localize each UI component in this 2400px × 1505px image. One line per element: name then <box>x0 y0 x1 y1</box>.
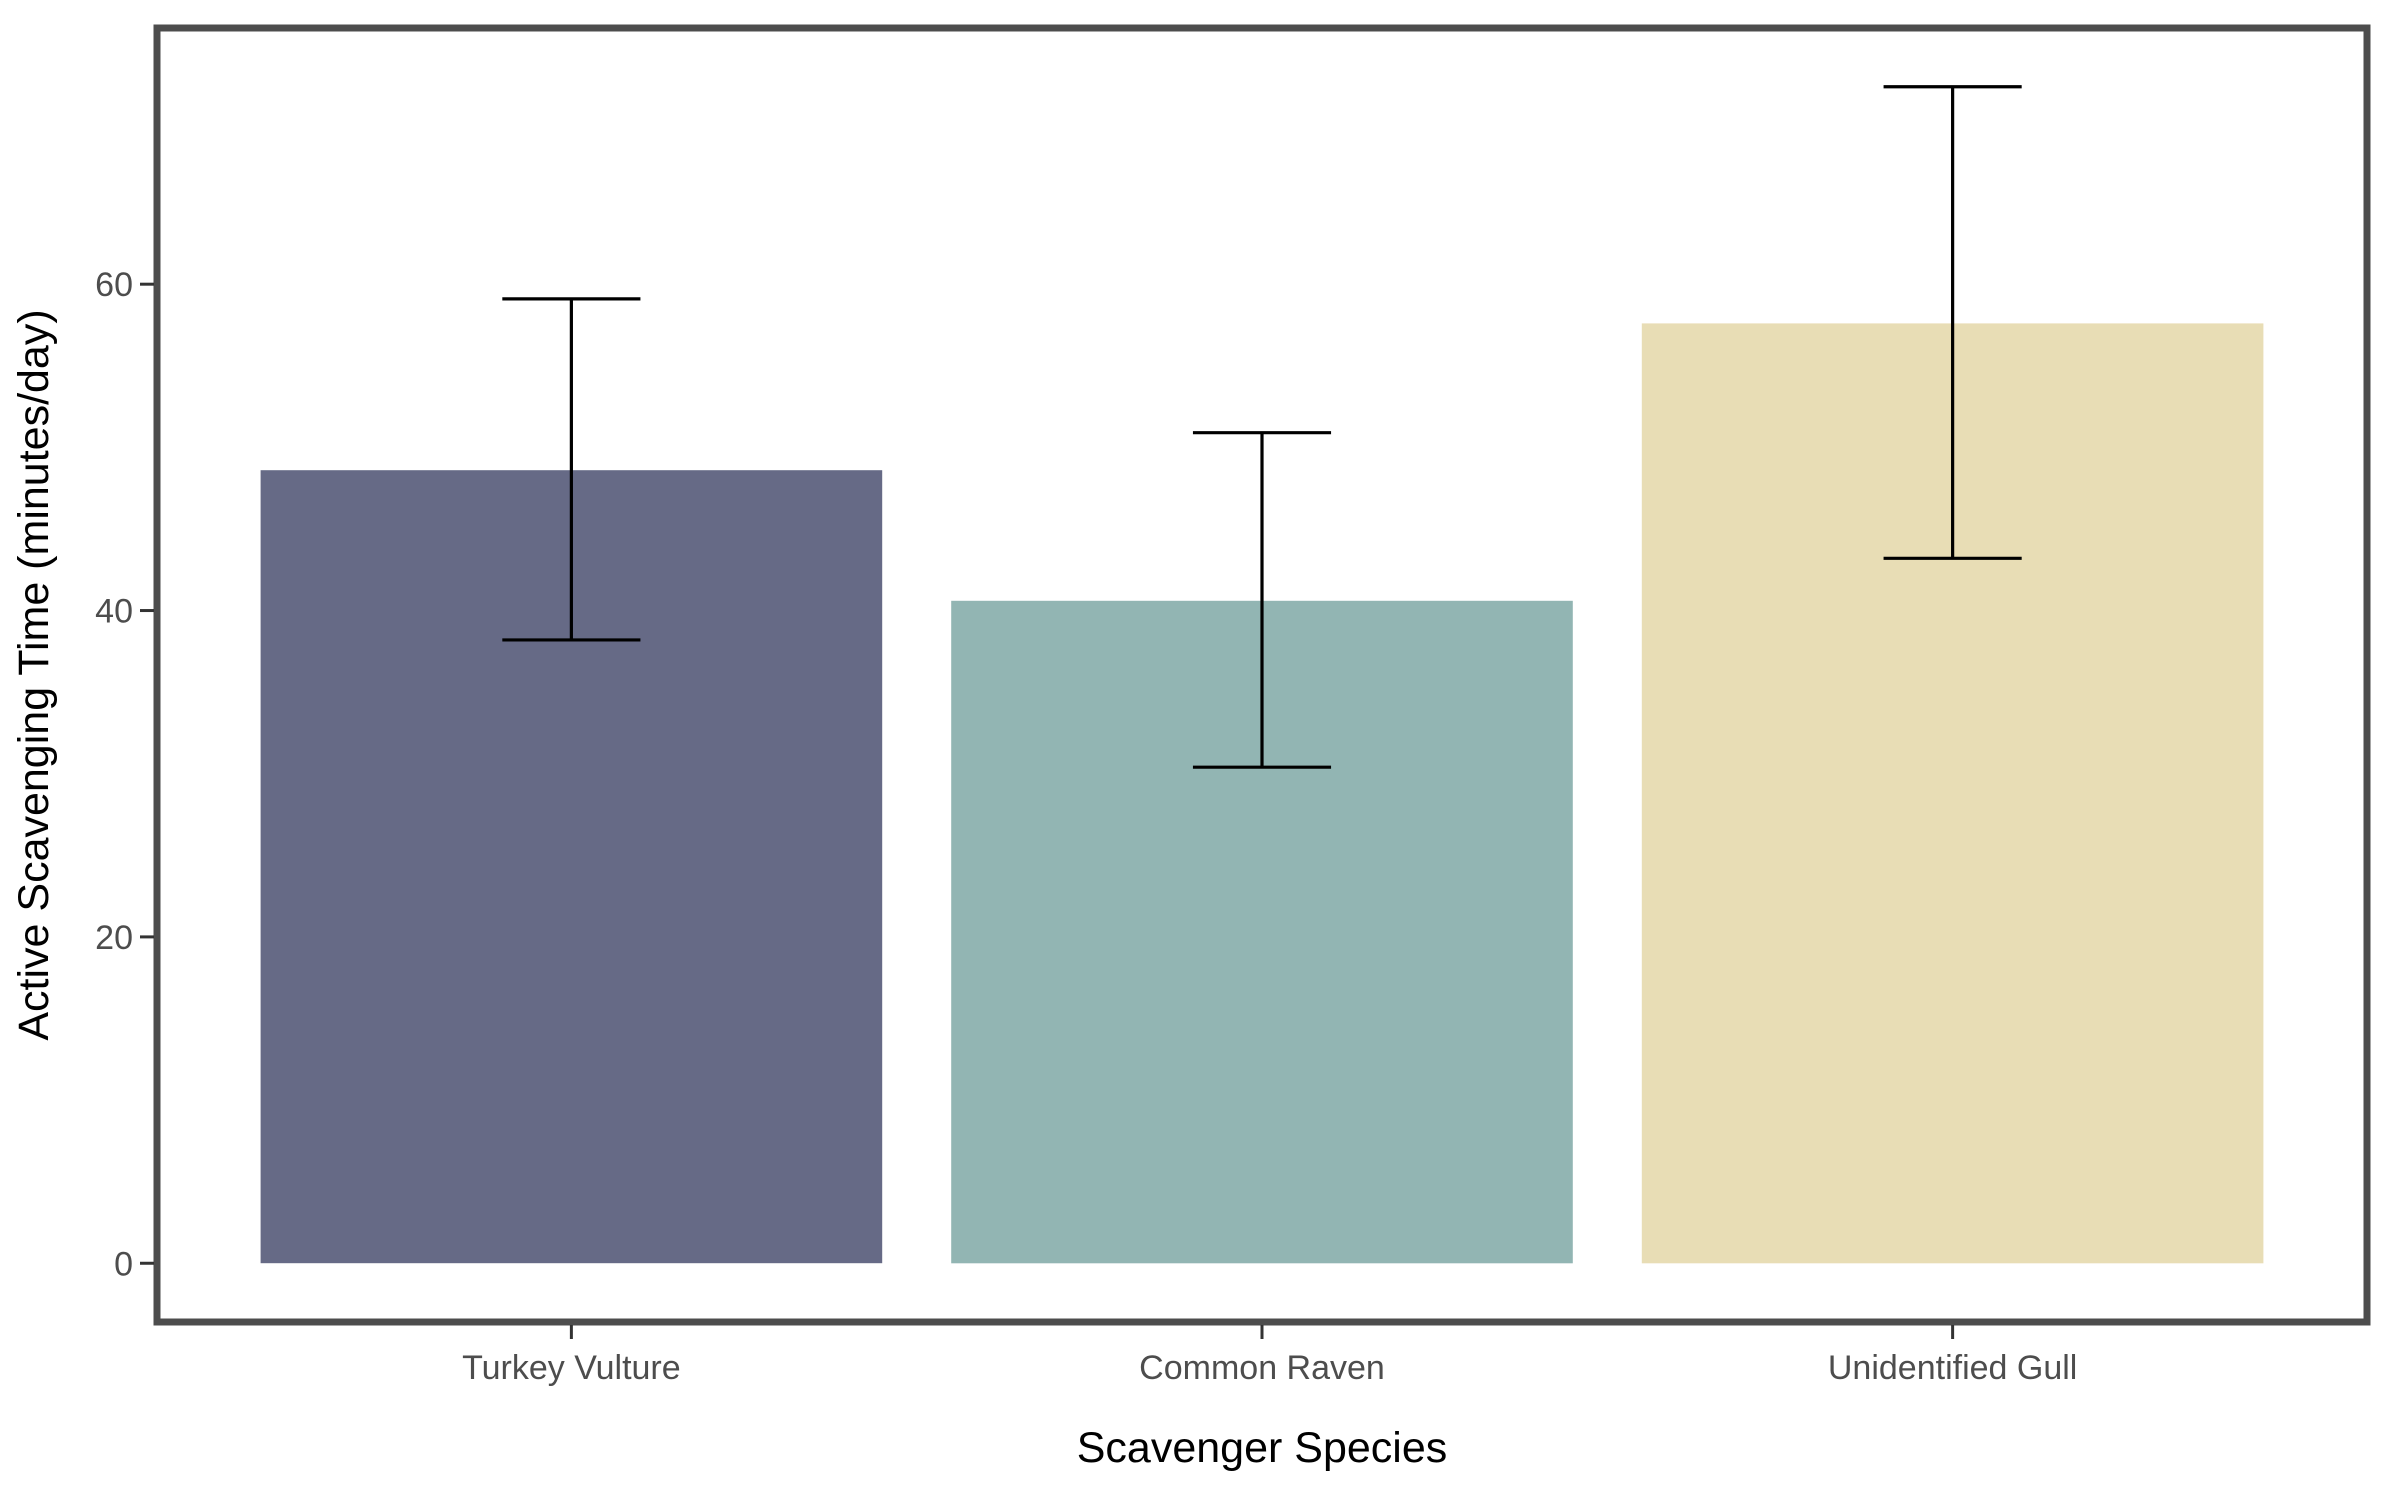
plot-frame <box>153 24 2371 1326</box>
errorbar-unidentified-gull <box>1883 85 2022 560</box>
y-tick-label: 40 <box>95 593 133 631</box>
x-tick-label: Unidentified Gull <box>1828 1349 2077 1387</box>
x-tick-label: Common Raven <box>1139 1349 1385 1387</box>
errorbars-layer <box>502 85 2022 769</box>
y-axis-title: Active Scavenging Time (minutes/day) <box>10 309 58 1040</box>
x-axis-title: Scavenger Species <box>1077 1424 1448 1472</box>
y-tick-label: 60 <box>95 266 133 304</box>
errorbar-common-raven <box>1192 431 1332 769</box>
y-tick-label: 0 <box>114 1245 133 1283</box>
y-tick-label: 20 <box>95 919 133 957</box>
y-axis: 0 20 40 60 <box>95 266 154 1283</box>
x-axis: Turkey Vulture Common Raven Unidentified G… <box>462 1325 2077 1387</box>
errorbar-turkey-vulture <box>502 297 641 642</box>
x-tick-label: Turkey Vulture <box>462 1349 681 1387</box>
